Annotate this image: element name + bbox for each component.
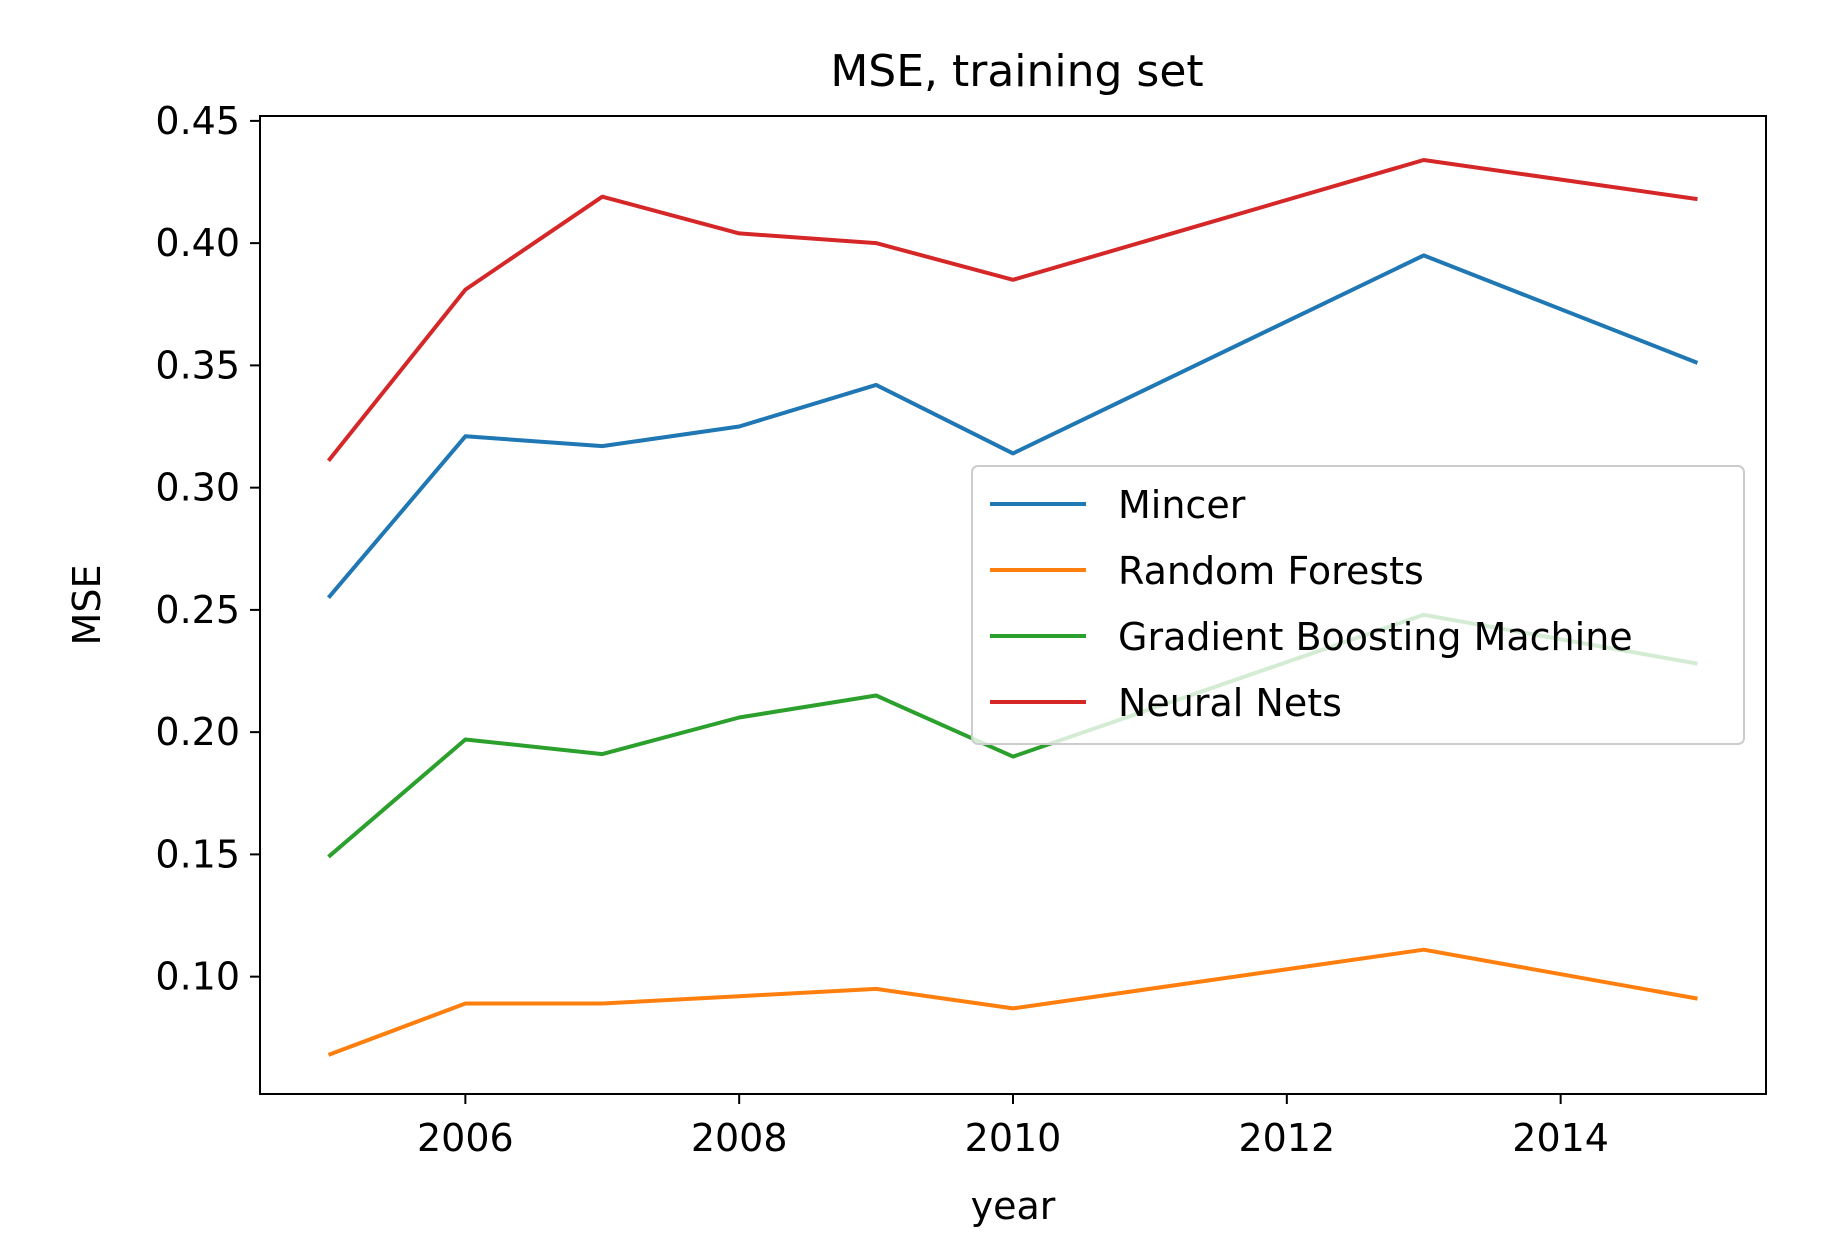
x-tick-label: 2014	[1512, 1116, 1609, 1160]
y-tick-label: 0.45	[155, 99, 240, 143]
y-tick-label: 0.25	[155, 588, 240, 632]
y-tick-label: 0.15	[155, 832, 240, 876]
legend-label: Random Forests	[1118, 549, 1424, 593]
legend-label: Gradient Boosting Machine	[1118, 615, 1633, 659]
x-tick-label: 2012	[1238, 1116, 1335, 1160]
x-tick-label: 2010	[965, 1116, 1062, 1160]
y-tick-label: 0.30	[155, 466, 240, 510]
chart-title: MSE, training set	[830, 46, 1203, 97]
x-axis-label: year	[971, 1184, 1056, 1228]
y-axis-label: MSE	[65, 565, 109, 646]
y-tick-label: 0.20	[155, 710, 240, 754]
legend-label: Neural Nets	[1118, 681, 1342, 725]
y-axis: 0.10 0.15 0.20 0.25 0.30 0.35 0.40 0.45	[155, 99, 260, 999]
x-axis: 2006 2008 2010 2012 2014	[417, 1094, 1609, 1160]
series-line-mincer	[326, 253, 1699, 599]
series-line-random-forests	[327, 947, 1698, 1057]
x-tick-label: 2008	[691, 1116, 788, 1160]
y-tick-label: 0.40	[155, 221, 240, 265]
plot-lines	[326, 158, 1699, 1057]
legend-box	[971, 465, 1745, 745]
legend: Mincer Random Forests Gradient Boosting Ma…	[971, 465, 1745, 745]
legend-label: Mincer	[1118, 483, 1246, 527]
series-line-neural-nets	[326, 158, 1698, 462]
y-tick-label: 0.10	[155, 955, 240, 999]
y-tick-label: 0.35	[155, 343, 240, 387]
x-tick-label: 2006	[417, 1116, 514, 1160]
